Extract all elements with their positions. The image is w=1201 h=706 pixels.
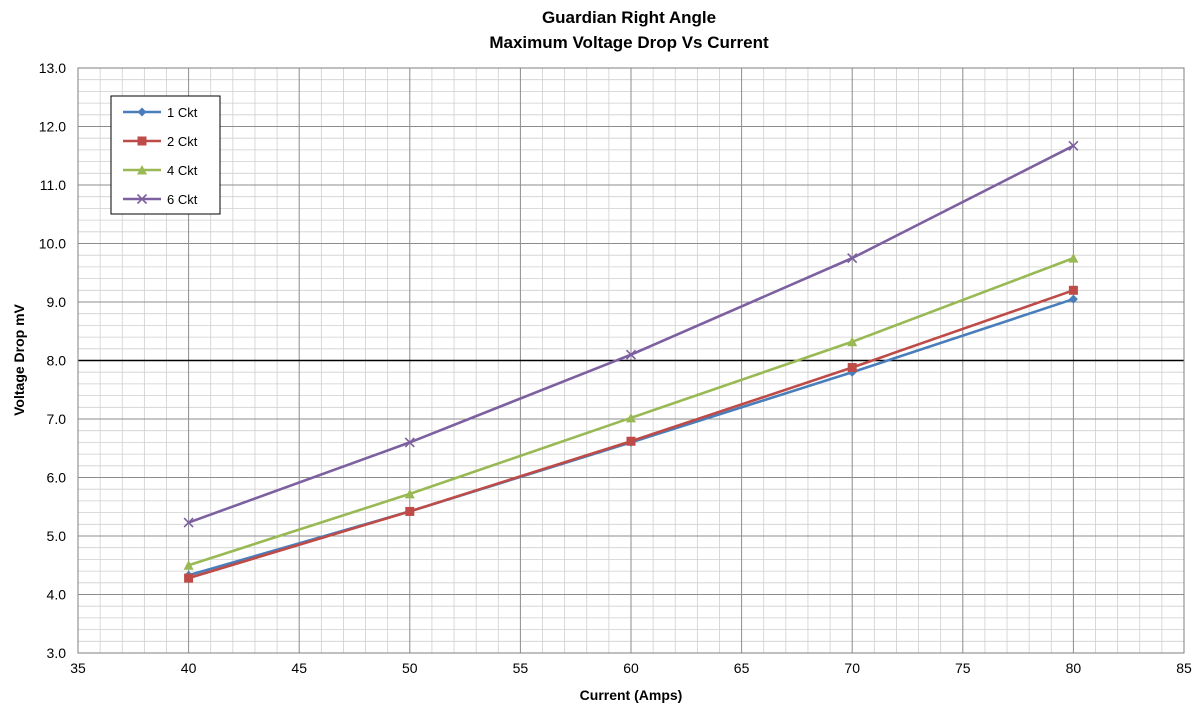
legend-label: 6 Ckt: [167, 192, 198, 207]
chart-title: Guardian Right Angle Maximum Voltage Dro…: [489, 8, 769, 52]
y-axis-title: Voltage Drop mV: [11, 303, 27, 415]
legend-item-2-ckt: 2 Ckt: [123, 134, 198, 149]
data-point-6-ckt: [1068, 140, 1079, 151]
x-tick-label: 60: [623, 660, 639, 676]
y-tick-label: 3.0: [47, 645, 67, 661]
x-axis-tick-labels: 35 40 45 50 55 60 65 70 75 80 85: [70, 660, 1192, 676]
legend: 1 Ckt 2 Ckt 4 Ckt 6 Ckt: [110, 95, 221, 215]
x-tick-label: 50: [402, 660, 418, 676]
y-axis-tick-labels: 3.0 4.0 5.0 6.0 7.0 8.0 9.0 10.0 11.0 12.0 13.0: [39, 60, 66, 661]
chart-title-line-2: Maximum Voltage Drop Vs Current: [489, 33, 769, 52]
legend-item-4-ckt: 4 Ckt: [123, 163, 198, 178]
x-tick-label: 65: [734, 660, 750, 676]
x-tick-label: 40: [181, 660, 197, 676]
x-tick-label: 75: [955, 660, 971, 676]
data-point-4-ckt: [626, 412, 636, 423]
legend-marker: [137, 107, 147, 117]
data-point-2-ckt: [626, 436, 636, 446]
x-tick-label: 35: [70, 660, 86, 676]
y-tick-label: 4.0: [47, 587, 67, 603]
data-point-4-ckt: [1068, 253, 1079, 263]
data-point-2-ckt: [1068, 285, 1078, 295]
x-axis-title: Current (Amps): [580, 687, 683, 703]
data-point-1-ckt: [1068, 294, 1078, 304]
y-tick-label: 6.0: [47, 470, 67, 486]
data-point-2-ckt: [847, 363, 857, 373]
data-point-4-ckt: [183, 560, 194, 570]
legend-label: 2 Ckt: [167, 134, 198, 149]
chart-title-line-1: Guardian Right Angle: [542, 8, 716, 27]
data-point-4-ckt: [847, 336, 858, 347]
legend-label: 1 Ckt: [167, 105, 198, 120]
series-2-ckt: [184, 285, 1078, 583]
data-point-2-ckt: [405, 506, 415, 516]
legend-marker: [136, 193, 148, 205]
legend-box: [110, 95, 221, 215]
data-point-6-ckt: [404, 437, 415, 448]
y-tick-label: 13.0: [39, 60, 66, 76]
x-tick-label: 70: [844, 660, 860, 676]
y-tick-label: 9.0: [47, 294, 67, 310]
legend-item-6-ckt: 6 Ckt: [123, 192, 198, 207]
legend-marker: [137, 165, 147, 175]
y-tick-label: 12.0: [39, 119, 66, 135]
series-4-ckt: [183, 253, 1079, 570]
y-tick-label: 8.0: [47, 353, 67, 369]
legend-item-1-ckt: 1 Ckt: [123, 105, 198, 120]
data-point-6-ckt: [183, 517, 194, 528]
y-tick-label: 7.0: [47, 411, 67, 427]
x-tick-label: 45: [291, 660, 307, 676]
data-point-6-ckt: [625, 349, 637, 360]
data-point-4-ckt: [404, 488, 415, 499]
legend-label: 4 Ckt: [167, 163, 198, 178]
series-6-ckt: [183, 140, 1079, 528]
plot-area-frame: [77, 67, 1185, 654]
legend-marker: [137, 136, 147, 146]
data-point-6-ckt: [847, 253, 858, 264]
x-tick-label: 85: [1176, 660, 1192, 676]
y-tick-label: 11.0: [40, 177, 66, 193]
y-tick-label: 10.0: [39, 236, 66, 252]
y-tick-label: 5.0: [47, 528, 67, 544]
x-tick-label: 55: [513, 660, 529, 676]
data-point-2-ckt: [184, 573, 194, 583]
series-layer: [183, 140, 1079, 583]
x-tick-label: 80: [1066, 660, 1082, 676]
